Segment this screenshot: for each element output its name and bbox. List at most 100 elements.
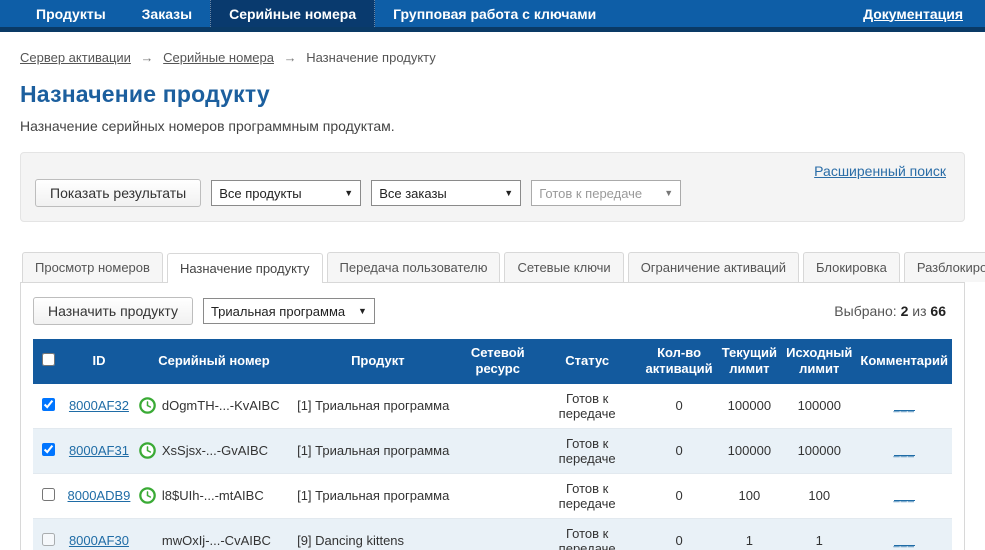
order-filter-select[interactable]: Все заказы ▼ — [371, 180, 522, 206]
product-filter-value: Все продукты — [219, 185, 302, 201]
table-row: 8000AF30 mwOxIj-...-CvAIBC [9] Dancing k… — [33, 518, 952, 550]
product-cell: [1] Триальная программа — [293, 428, 463, 474]
clock-icon — [139, 487, 156, 504]
row-checkbox[interactable] — [41, 442, 55, 456]
column-header-initial-limit: Исходный лимит — [782, 339, 857, 384]
assign-product-select[interactable]: Триальная программа ▼ — [202, 298, 375, 324]
serial-number: dOgmTH-...-KvAIBC — [161, 398, 280, 413]
order-filter-value: Все заказы — [379, 185, 447, 201]
selected-of: из — [912, 303, 927, 319]
filter-controls: Показать результаты Все продукты ▼ Все з… — [35, 179, 682, 207]
filter-panel: Расширенный поиск Показать результаты Вс… — [20, 152, 965, 222]
status-filter-value: Готов к передаче — [539, 185, 643, 201]
serial-id-link[interactable]: 8000AF30 — [68, 533, 129, 548]
breadcrumb-current: Назначение продукту — [306, 50, 436, 65]
breadcrumb-separator: → — [283, 50, 297, 65]
breadcrumb-separator: → — [140, 50, 154, 65]
clock-icon — [139, 397, 156, 414]
advanced-search-link[interactable]: Расширенный поиск — [814, 163, 946, 179]
comment-link[interactable]: ___ — [893, 401, 915, 413]
content: Сервер активации → Серийные номера → Наз… — [0, 50, 985, 550]
selected-label: Выбрано: — [834, 303, 897, 319]
tab-transfer-to-user[interactable]: Передача пользователю — [326, 252, 501, 282]
column-header-comment: Комментарий — [856, 339, 952, 384]
activations-cell: 0 — [641, 518, 717, 550]
status-cell: Готов к передаче — [532, 428, 642, 474]
chevron-down-icon: ▼ — [504, 188, 514, 198]
current-limit-cell: 100 — [716, 473, 783, 519]
row-checkbox[interactable] — [41, 397, 55, 411]
documentation-link[interactable]: Документация — [863, 5, 963, 22]
nav-item-products[interactable]: Продукты — [36, 5, 106, 22]
comment-link[interactable]: ___ — [893, 446, 915, 458]
assign-product-button[interactable]: Назначить продукту — [33, 297, 193, 325]
serial-id-link[interactable]: 8000AF32 — [68, 398, 129, 413]
nav-item-orders[interactable]: Заказы — [141, 5, 193, 22]
activations-cell: 0 — [641, 428, 717, 474]
table-row: 8000AF32 dOgmTH-...-KvAIBC [1] Триальная… — [33, 383, 952, 429]
top-navigation: Продукты Заказы Серийные номера Группова… — [0, 0, 985, 32]
tab-network-keys[interactable]: Сетевые ключи — [504, 252, 624, 282]
chevron-down-icon: ▼ — [344, 188, 354, 198]
status-cell: Готов к передаче — [532, 518, 642, 550]
tab-unlock[interactable]: Разблокировка — [903, 252, 985, 282]
initial-limit-cell: 100000 — [782, 428, 857, 474]
network-cell — [462, 473, 533, 519]
current-limit-cell: 1 — [716, 518, 783, 550]
serial-number: XsSjsx-...-GvAIBC — [161, 443, 269, 458]
tab-assign-product[interactable]: Назначение продукту — [166, 253, 323, 283]
nav-item-serial-numbers[interactable]: Серийные номера — [210, 0, 376, 27]
serial-number: l8$UIh-...-mtAIBC — [161, 488, 264, 503]
activations-cell: 0 — [641, 473, 717, 519]
serial-numbers-table: ID Серийный номер Продукт Сетевой ресурс… — [33, 339, 952, 550]
status-cell: Готов к передаче — [532, 383, 642, 429]
chevron-down-icon: ▼ — [664, 188, 674, 198]
network-cell — [462, 428, 533, 474]
row-checkbox[interactable] — [41, 532, 55, 546]
selected-total: 66 — [930, 303, 946, 319]
tab-activation-limit[interactable]: Ограничение активаций — [627, 252, 799, 282]
nav-item-group-key-work[interactable]: Групповая работа с ключами — [393, 5, 597, 22]
selected-count: 2 — [900, 303, 909, 319]
breadcrumb: Сервер активации → Серийные номера → Наз… — [20, 50, 965, 65]
activations-cell: 0 — [641, 383, 717, 429]
breadcrumb-serial-numbers[interactable]: Серийные номера — [163, 50, 274, 65]
panel-controls: Назначить продукту Триальная программа ▼… — [33, 297, 952, 325]
column-header-current-limit: Текущий лимит — [716, 339, 783, 384]
status-cell: Готов к передаче — [532, 473, 642, 519]
initial-limit-cell: 100 — [782, 473, 857, 519]
page-subtitle: Назначение серийных номеров программным … — [20, 118, 395, 134]
select-all-checkbox[interactable] — [41, 352, 55, 366]
product-filter-select[interactable]: Все продукты ▼ — [211, 180, 362, 206]
product-cell: [9] Dancing kittens — [293, 518, 463, 550]
serial-number: mwOxIj-...-CvAIBC — [161, 533, 271, 548]
page-title: Назначение продукту — [20, 81, 270, 107]
column-header-network: Сетевой ресурс — [462, 339, 533, 384]
comment-link[interactable]: ___ — [893, 491, 915, 503]
table-row: 8000AF31 XsSjsx-...-GvAIBC [1] Триальная… — [33, 428, 952, 474]
product-cell: [1] Триальная программа — [293, 473, 463, 519]
tab-lock[interactable]: Блокировка — [802, 252, 900, 282]
show-results-button[interactable]: Показать результаты — [35, 179, 202, 207]
selection-summary: Выбрано: 2 из 66 — [834, 303, 952, 319]
comment-link[interactable]: ___ — [893, 536, 915, 548]
table-header-row: ID Серийный номер Продукт Сетевой ресурс… — [33, 339, 952, 384]
serial-id-link[interactable]: 8000AF31 — [68, 443, 129, 458]
chevron-down-icon: ▼ — [358, 306, 367, 316]
column-header-id: ID — [63, 339, 135, 384]
column-header-serial: Серийный номер — [134, 339, 294, 384]
current-limit-cell: 100000 — [716, 383, 783, 429]
serial-id-link[interactable]: 8000ADB9 — [67, 488, 131, 503]
assign-product-panel: Назначить продукту Триальная программа ▼… — [20, 282, 965, 550]
column-header-status: Статус — [532, 339, 642, 384]
status-filter-select[interactable]: Готов к передаче ▼ — [531, 180, 682, 206]
product-cell: [1] Триальная программа — [293, 383, 463, 429]
row-checkbox[interactable] — [41, 487, 55, 501]
breadcrumb-activation-server[interactable]: Сервер активации — [20, 50, 131, 65]
tab-view-numbers[interactable]: Просмотр номеров — [22, 252, 163, 282]
table-row: 8000ADB9 l8$UIh-...-mtAIBC [1] Триальная… — [33, 473, 952, 519]
current-limit-cell: 100000 — [716, 428, 783, 474]
assign-product-value: Триальная программа — [210, 303, 346, 319]
network-cell — [462, 383, 533, 429]
